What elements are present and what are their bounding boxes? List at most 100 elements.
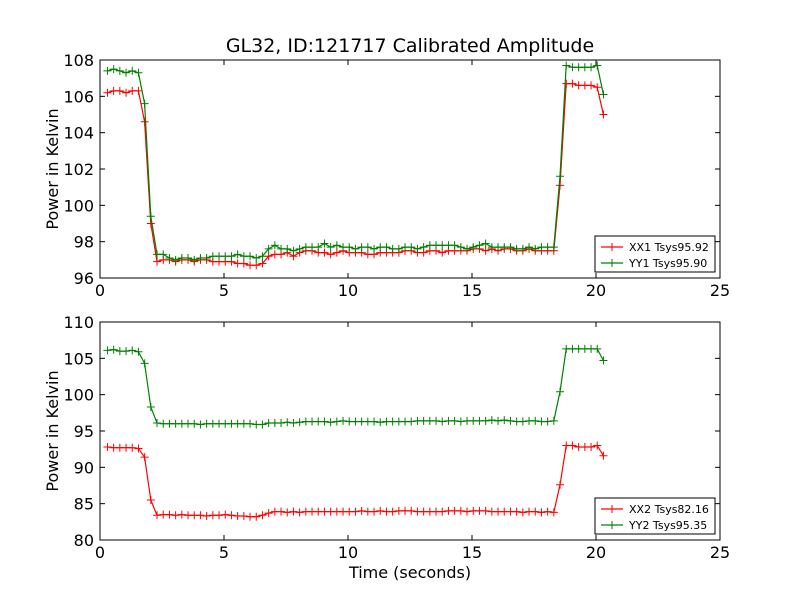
data-point — [122, 88, 131, 97]
data-point — [518, 244, 527, 253]
data-point — [525, 243, 534, 252]
x-tick-label: 10 — [338, 281, 358, 300]
y-tick-label: 100 — [63, 196, 94, 215]
data-point — [289, 246, 298, 255]
data-point — [438, 507, 447, 516]
data-point — [227, 511, 236, 520]
y-tick-label: 105 — [63, 349, 94, 368]
data-point — [258, 259, 267, 268]
data-point — [456, 243, 465, 252]
series-yy2 — [103, 344, 608, 429]
data-point — [487, 416, 496, 425]
data-point — [252, 512, 261, 521]
data-point — [450, 416, 459, 425]
data-point — [506, 243, 515, 252]
data-point — [413, 244, 422, 253]
x-axis-label: Time (seconds) — [348, 563, 471, 582]
data-point — [432, 416, 441, 425]
y-tick-label: 95 — [74, 422, 94, 441]
data-point — [326, 418, 335, 427]
data-point — [518, 508, 527, 517]
data-point — [103, 442, 112, 451]
data-point — [568, 441, 577, 450]
data-point — [556, 480, 565, 489]
data-point — [481, 246, 490, 255]
data-point — [531, 507, 540, 516]
y-tick-label: 100 — [63, 386, 94, 405]
data-point — [122, 347, 131, 356]
data-point — [289, 419, 298, 428]
data-point — [146, 212, 155, 221]
data-point — [109, 65, 118, 74]
data-point — [481, 416, 490, 425]
data-point — [146, 496, 155, 505]
data-point — [469, 243, 478, 252]
data-point — [202, 254, 211, 263]
data-point — [171, 255, 180, 264]
x-tick-label: 20 — [586, 281, 606, 300]
data-point — [258, 252, 267, 261]
data-point — [388, 507, 397, 516]
data-point — [140, 359, 149, 368]
data-point — [277, 507, 286, 516]
data-point — [370, 507, 379, 516]
data-point — [122, 68, 131, 77]
data-point — [549, 508, 558, 517]
legend-label: YY1 Tsys95.90 — [628, 257, 707, 270]
y-tick-label: 108 — [63, 51, 94, 70]
data-point — [593, 61, 602, 70]
data-point — [153, 257, 162, 266]
data-point — [568, 79, 577, 88]
data-point — [537, 508, 546, 517]
data-point — [314, 243, 323, 252]
data-point — [227, 252, 236, 261]
data-point — [450, 241, 459, 250]
x-tick-label: 0 — [95, 281, 105, 300]
data-point — [475, 241, 484, 250]
data-point — [246, 252, 255, 261]
data-point — [184, 254, 193, 263]
data-point — [221, 510, 230, 519]
data-point — [500, 416, 509, 425]
data-point — [407, 243, 416, 252]
data-point — [264, 244, 273, 253]
y-tick-label: 98 — [74, 233, 94, 252]
data-point — [351, 507, 360, 516]
data-point — [562, 61, 571, 70]
data-point — [270, 241, 279, 250]
data-point — [109, 345, 118, 354]
series-yy1 — [103, 61, 608, 264]
data-point — [202, 512, 211, 521]
data-point — [376, 506, 385, 515]
data-point — [171, 511, 180, 520]
data-point — [332, 417, 341, 426]
data-point — [283, 244, 292, 253]
legend-entry: XX1 Tsys95.92 — [601, 241, 709, 254]
data-point — [518, 417, 527, 426]
x-tick-label: 0 — [95, 543, 105, 562]
data-point — [332, 248, 341, 257]
data-point — [239, 259, 248, 268]
chart-2: 0 5 10 15 20 25 80 85 90 95 100 105 110 Power in Kelv… — [43, 313, 730, 582]
data-point — [165, 510, 174, 519]
data-point — [593, 83, 602, 92]
data-point — [456, 417, 465, 426]
data-point — [593, 441, 602, 450]
data-point — [165, 254, 174, 263]
chart-1: GL32, ID:121717 Calibrated Amplitude 0 5 10… — [43, 35, 730, 300]
y-axis-label: Power in Kelvin — [43, 108, 62, 229]
data-point — [134, 68, 143, 77]
x-tick-label: 10 — [338, 543, 358, 562]
y-tick-label: 85 — [74, 495, 94, 514]
data-point — [295, 244, 304, 253]
data-point — [587, 442, 596, 451]
data-point — [332, 241, 341, 250]
legend: XX1 Tsys95.92 YY1 Tsys95.90 — [594, 235, 716, 273]
data-point — [289, 507, 298, 516]
data-point — [196, 420, 205, 429]
x-tick-label: 5 — [219, 543, 229, 562]
data-point — [394, 244, 403, 253]
data-point — [407, 417, 416, 426]
data-point — [345, 243, 354, 252]
